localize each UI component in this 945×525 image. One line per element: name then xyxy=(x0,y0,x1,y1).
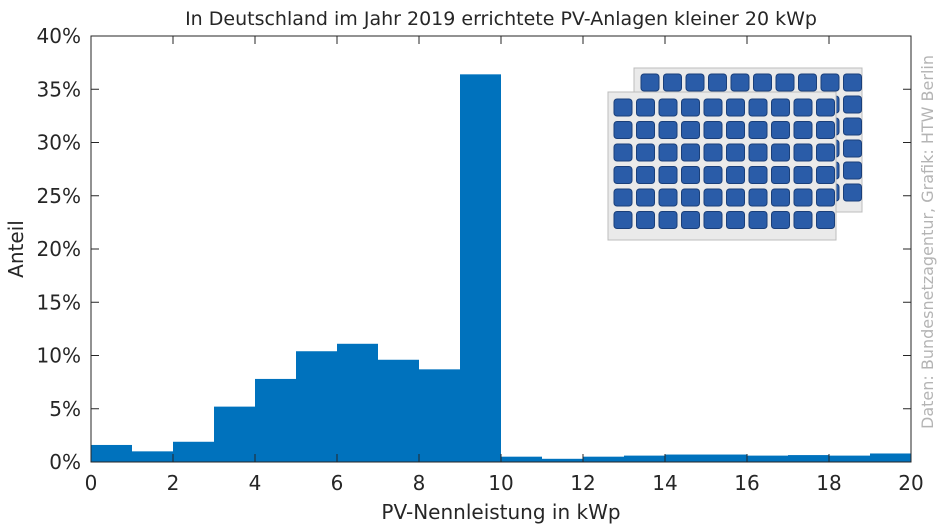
histogram-bar xyxy=(870,453,911,462)
x-axis-ticks: 0 2 4 6 8 10 12 14 16 18 20 xyxy=(85,36,924,495)
histogram-bar xyxy=(296,351,337,462)
histogram-bar xyxy=(624,455,665,462)
x-tick-label: 16 xyxy=(734,471,759,495)
histogram-bar xyxy=(788,455,829,462)
x-tick-label: 4 xyxy=(249,471,262,495)
histogram-bar xyxy=(378,359,419,462)
y-tick-label: 30% xyxy=(37,131,81,155)
x-tick-label: 10 xyxy=(488,471,513,495)
histogram-bar xyxy=(173,441,214,462)
y-tick-label: 10% xyxy=(37,344,81,368)
y-tick-label: 40% xyxy=(37,24,81,48)
histogram-bar xyxy=(91,444,132,462)
x-tick-label: 8 xyxy=(413,471,426,495)
y-tick-label: 35% xyxy=(37,77,81,101)
histogram-bar xyxy=(419,369,460,462)
y-tick-label: 0% xyxy=(49,450,81,474)
chart-title: In Deutschland im Jahr 2019 errichtete P… xyxy=(185,8,817,30)
x-tick-label: 0 xyxy=(85,471,98,495)
y-axis-ticks: 0% 5% 10% 15% 20% 25% 30% 35% 40% xyxy=(37,24,911,474)
histogram-bar xyxy=(337,343,378,462)
y-tick-label: 15% xyxy=(37,290,81,314)
y-tick-label: 5% xyxy=(49,397,81,421)
x-tick-label: 2 xyxy=(167,471,180,495)
histogram-bar xyxy=(665,454,706,462)
histogram-bar xyxy=(747,455,788,462)
y-axis-label: Anteil xyxy=(4,220,28,278)
histogram-bar xyxy=(542,458,583,462)
source-credit: Daten: Bundesnetzagentur, Grafik: HTW Be… xyxy=(918,55,937,429)
bars-group xyxy=(91,74,911,462)
x-tick-label: 14 xyxy=(652,471,677,495)
histogram-bar xyxy=(583,456,624,462)
x-tick-label: 12 xyxy=(570,471,595,495)
solar-panel-icon xyxy=(607,67,863,241)
histogram-bar xyxy=(829,455,870,462)
x-axis-label: PV-Nennleistung in kWp xyxy=(381,500,620,524)
histogram-bar xyxy=(501,456,542,462)
histogram-bar xyxy=(214,406,255,462)
y-tick-label: 20% xyxy=(37,237,81,261)
histogram-bar xyxy=(255,378,296,462)
x-tick-label: 20 xyxy=(898,471,923,495)
histogram-bar xyxy=(460,74,501,462)
x-tick-label: 18 xyxy=(816,471,841,495)
x-tick-label: 6 xyxy=(331,471,344,495)
histogram-bar xyxy=(132,451,173,462)
histogram-bar xyxy=(706,454,747,462)
y-tick-label: 25% xyxy=(37,184,81,208)
